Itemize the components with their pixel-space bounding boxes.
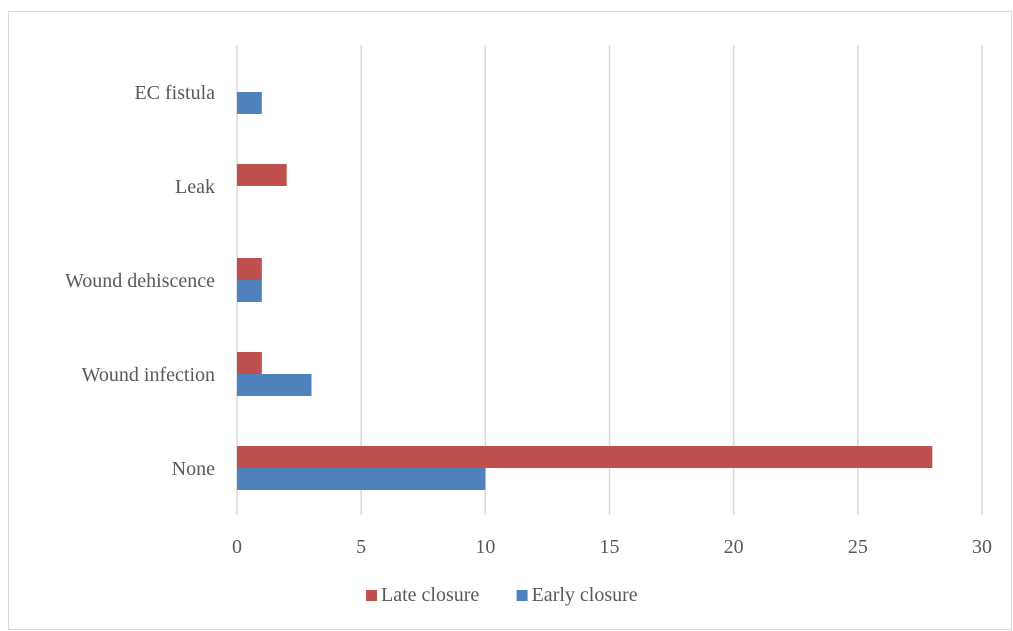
bar-late-closure	[237, 164, 287, 186]
axes: 0 5 10 15 20 25 30 None Wound infection Wound deh…	[65, 82, 992, 558]
bars	[237, 92, 933, 490]
x-tick-label: 25	[848, 536, 868, 558]
category-label: Leak	[175, 176, 215, 198]
chart-frame	[8, 11, 1012, 630]
x-tick-label: 5	[356, 536, 366, 558]
gridlines	[236, 45, 983, 515]
legend-swatch	[366, 590, 377, 601]
bar-late-closure	[237, 352, 262, 374]
legend-label: Early closure	[532, 584, 638, 606]
bar-late-closure	[237, 446, 933, 468]
legend-label: Late closure	[381, 584, 479, 606]
bar-early-closure	[237, 468, 486, 490]
x-tick-label: 30	[972, 536, 992, 558]
x-tick-label: 0	[232, 536, 242, 558]
bar-early-closure	[237, 280, 262, 302]
category-label: EC fistula	[134, 82, 215, 104]
x-tick-label: 15	[600, 536, 620, 558]
bar-late-closure	[237, 258, 262, 280]
category-label: Wound infection	[82, 364, 215, 386]
bar-early-closure	[237, 92, 262, 114]
bar-early-closure	[237, 374, 312, 396]
category-label: None	[172, 458, 215, 480]
x-tick-label: 20	[724, 536, 744, 558]
category-label: Wound dehiscence	[65, 270, 215, 292]
legend: Late closure Early closure	[366, 584, 638, 606]
x-tick-label: 10	[475, 536, 495, 558]
legend-swatch	[516, 590, 528, 601]
